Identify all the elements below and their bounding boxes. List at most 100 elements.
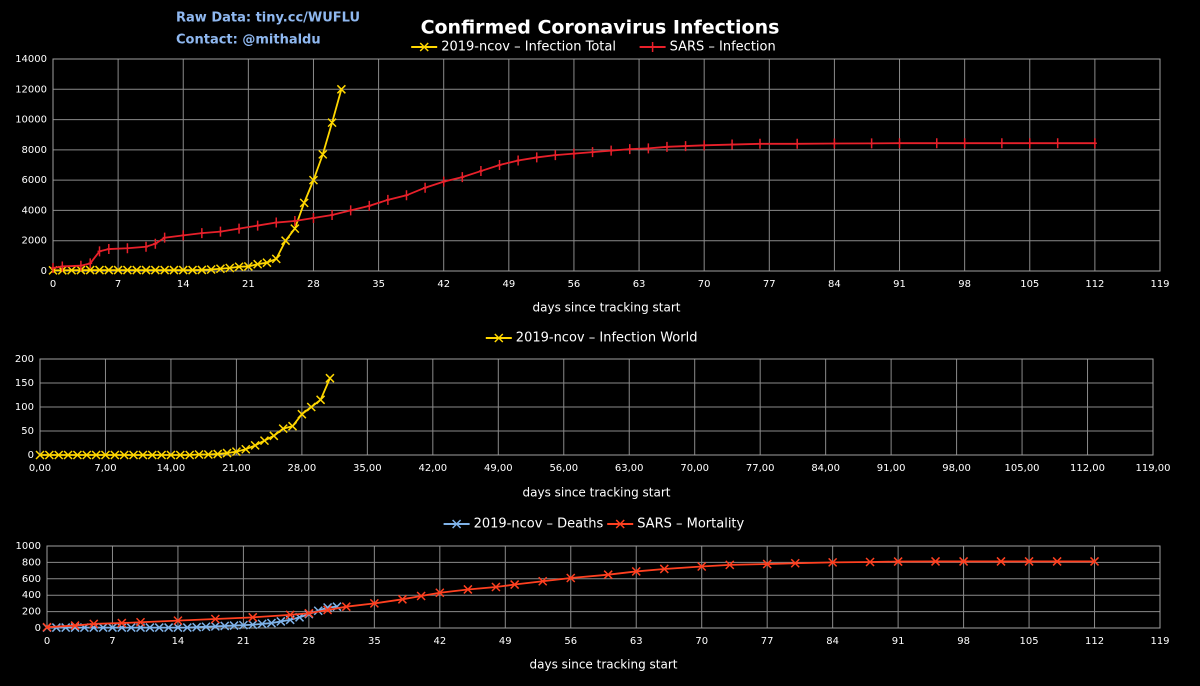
x-tick-label: 112 xyxy=(1085,279,1104,290)
data-point xyxy=(285,610,295,620)
y-tick-label: 800 xyxy=(22,557,41,568)
data-point xyxy=(107,623,118,633)
y-tick-label: 10000 xyxy=(15,115,47,126)
data-point xyxy=(169,265,179,275)
y-tick-label: 400 xyxy=(22,590,41,601)
legend-label: 2019-ncov – Deaths xyxy=(474,517,604,532)
x-tick-label: 14,00 xyxy=(157,463,186,474)
note: Contact: @mithaldu xyxy=(176,33,321,48)
data-point xyxy=(278,424,288,434)
data-point xyxy=(100,450,111,460)
data-point xyxy=(725,560,735,570)
x-tick-label: 0 xyxy=(44,636,50,647)
data-point xyxy=(269,431,279,441)
y-tick-label: 6000 xyxy=(22,175,47,186)
data-point xyxy=(128,450,139,460)
data-point xyxy=(497,160,502,170)
data-point xyxy=(199,228,204,239)
data-point xyxy=(145,623,155,633)
x-tick-label: 91 xyxy=(893,279,906,290)
x-tick-label: 112,00 xyxy=(1070,463,1105,474)
data-point xyxy=(553,150,558,161)
y-tick-label: 100 xyxy=(15,402,34,413)
data-point xyxy=(276,616,286,626)
data-point xyxy=(201,622,211,632)
data-point xyxy=(460,172,465,183)
x-tick-label: 77 xyxy=(761,636,774,647)
data-point xyxy=(250,440,260,450)
x-tick-label: 70,00 xyxy=(680,463,709,474)
data-point xyxy=(590,147,595,158)
x-tick-label: 35 xyxy=(372,279,385,290)
x-tick-label: 56 xyxy=(564,636,577,647)
y-tick-label: 1000 xyxy=(16,541,41,552)
x-tick-label: 56,00 xyxy=(549,463,578,474)
data-point xyxy=(218,226,223,237)
data-point xyxy=(318,149,328,159)
x-tick-label: 14 xyxy=(177,279,190,290)
data-point xyxy=(538,576,548,586)
series-line xyxy=(40,377,331,456)
data-point xyxy=(336,84,346,94)
y-tick-label: 200 xyxy=(22,607,41,618)
x-tick-label: 63 xyxy=(630,636,643,647)
data-point xyxy=(173,623,183,633)
data-point xyxy=(327,118,337,128)
data-point xyxy=(42,622,52,632)
data-point xyxy=(255,220,260,231)
data-point xyxy=(154,623,164,633)
data-point xyxy=(44,450,54,460)
data-point xyxy=(367,200,372,211)
data-point xyxy=(253,259,263,269)
data-point xyxy=(1055,138,1060,149)
data-point xyxy=(516,155,521,166)
data-point xyxy=(304,608,314,618)
data-point xyxy=(222,448,232,458)
data-point xyxy=(330,209,335,220)
plot-frame xyxy=(52,58,1161,272)
legend-marker xyxy=(615,519,625,529)
data-point xyxy=(210,614,220,624)
x-tick-label: 119,00 xyxy=(1136,463,1171,474)
data-point xyxy=(571,148,576,159)
data-point xyxy=(122,265,132,275)
data-point xyxy=(164,623,174,633)
x-tick-label: 98 xyxy=(957,636,970,647)
data-point xyxy=(730,139,735,150)
data-point xyxy=(182,623,192,633)
data-point xyxy=(795,138,800,149)
y-tick-label: 14000 xyxy=(15,54,47,65)
data-point xyxy=(192,622,202,632)
x-tick-label: 105,00 xyxy=(1005,463,1040,474)
x-tick-label: 70 xyxy=(695,636,708,647)
data-point xyxy=(534,152,539,163)
data-point xyxy=(683,141,688,152)
data-point xyxy=(348,205,353,216)
data-point xyxy=(323,605,333,615)
data-point xyxy=(865,557,875,567)
data-point xyxy=(166,450,176,460)
plot-frame xyxy=(39,358,1154,456)
data-point xyxy=(132,265,142,275)
data-point xyxy=(441,176,446,187)
data-point xyxy=(1092,138,1097,149)
data-point xyxy=(206,264,216,275)
x-tick-label: 21 xyxy=(237,636,250,647)
y-tick-label: 50 xyxy=(21,426,34,437)
data-point xyxy=(106,244,111,255)
data-point xyxy=(162,232,167,243)
data-point xyxy=(257,619,267,629)
data-point xyxy=(311,213,316,223)
legend-label: SARS – Infection xyxy=(670,40,776,55)
series-line xyxy=(47,605,338,629)
data-point xyxy=(70,621,80,631)
page-title: Confirmed Coronavirus Infections xyxy=(421,17,780,39)
data-point xyxy=(262,258,272,268)
data-point xyxy=(173,616,183,626)
data-point xyxy=(397,594,407,604)
x-tick-label: 7,00 xyxy=(94,463,116,474)
x-tick-label: 28,00 xyxy=(288,463,317,474)
data-point xyxy=(271,254,281,264)
x-tick-label: 35 xyxy=(368,636,381,647)
